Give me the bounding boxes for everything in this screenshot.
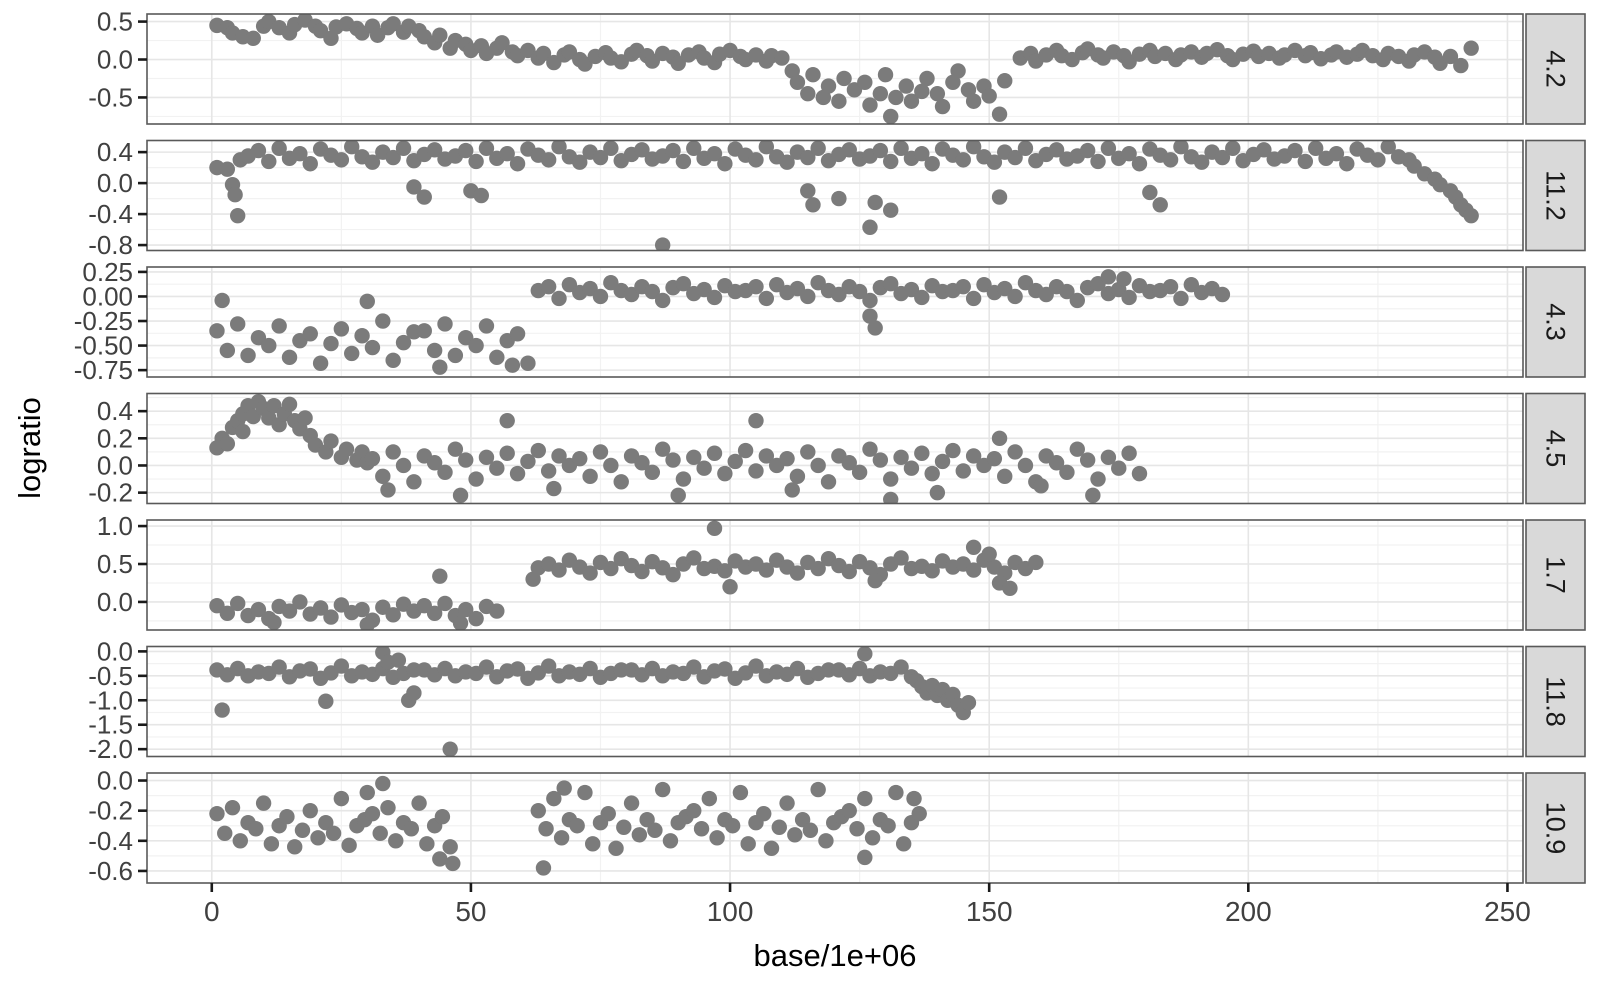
facet-strip — [1525, 645, 1586, 758]
x-tick-label: 150 — [966, 896, 1013, 927]
x-tick-label: 100 — [707, 896, 754, 927]
y-tick-label: 0.4 — [97, 396, 133, 426]
facet-panel-4.5: 0.40.20.0-0.2 4.5 — [88, 392, 1586, 508]
facet-panel-10.9: 0.0-0.2-0.4-0.6 10.9 — [88, 766, 1586, 886]
points-11.2 — [209, 140, 1479, 251]
x-tick-label: 0 — [204, 896, 220, 927]
points-4.5 — [209, 393, 1148, 504]
facet-strip-label: 1.7 — [1541, 556, 1571, 594]
y-tick-label: -0.5 — [88, 82, 133, 112]
points-4.2 — [209, 14, 1479, 124]
points-1.7 — [209, 520, 1044, 630]
facet-panel-11.8: 0.0-0.5-1.0-1.5-2.0 11.8 — [88, 636, 1586, 764]
y-tick-label: -0.50 — [74, 331, 133, 361]
y-tick-label: 0.2 — [97, 423, 133, 453]
facet-strip — [1525, 519, 1586, 631]
facet-strip-label: 4.2 — [1541, 50, 1571, 88]
y-tick-label: -0.4 — [88, 199, 133, 229]
y-tick-label: -1.5 — [88, 710, 133, 740]
x-tick-label: 50 — [455, 896, 486, 927]
x-tick-label: 250 — [1484, 896, 1531, 927]
points-11.8 — [209, 646, 977, 757]
y-tick-label: 0.5 — [97, 549, 133, 579]
y-tick-label: 0.0 — [97, 587, 133, 617]
y-tick-label: -0.25 — [74, 306, 133, 336]
y-tick-label: 0.00 — [82, 281, 133, 311]
y-tick-label: -0.4 — [88, 826, 133, 856]
x-axis-title: base/1e+06 — [753, 938, 917, 973]
y-tick-label: -0.6 — [88, 856, 133, 886]
y-tick-label: -2.0 — [88, 734, 133, 764]
y-tick-label: -1.0 — [88, 685, 133, 715]
y-tick-label: -0.2 — [88, 478, 133, 508]
y-tick-label: 0.0 — [97, 168, 133, 198]
facet-strip-label: 11.8 — [1541, 676, 1571, 727]
facet-strip — [1525, 13, 1586, 125]
y-tick-label: 0.0 — [97, 450, 133, 480]
points-4.3 — [209, 269, 1231, 375]
facet-strip — [1525, 392, 1586, 505]
facet-strip-label: 4.5 — [1541, 430, 1571, 468]
facet-strip — [1525, 772, 1586, 884]
x-tick-label: 200 — [1225, 896, 1272, 927]
y-tick-label: 0.25 — [82, 257, 133, 287]
y-tick-label: -0.75 — [74, 355, 133, 385]
y-tick-label: -0.8 — [88, 230, 133, 260]
facet-strip — [1525, 139, 1586, 252]
x-axis: 0 50 100 150 200 250 — [204, 883, 1531, 927]
y-tick-label: 1.0 — [97, 511, 133, 541]
y-tick-label: 0.0 — [97, 766, 133, 796]
facet-panel-11.2: 0.40.0-0.4-0.8 11.2 — [88, 137, 1586, 260]
facet-strip-label: 4.3 — [1541, 303, 1571, 341]
y-tick-label: 0.4 — [97, 137, 133, 167]
facet-strip-label: 11.2 — [1541, 170, 1571, 221]
y-tick-label: -0.2 — [88, 796, 133, 826]
y-axis-title: logratio — [12, 397, 47, 499]
y-tick-label: 0.0 — [97, 45, 133, 75]
points-10.9 — [209, 775, 927, 876]
facet-panel-4.3: 0.250.00-0.25-0.50-0.75 4.3 — [74, 257, 1586, 385]
facet-panel-4.2: 0.5 0.0 -0.5 4.2 — [88, 7, 1586, 125]
facet-strip-label: 10.9 — [1541, 802, 1571, 855]
facet-strip — [1525, 266, 1586, 378]
y-tick-label: 0.5 — [97, 7, 133, 37]
y-tick-label: 0.0 — [97, 636, 133, 666]
facet-panel-1.7: 1.0 0.5 0.0 1.7 — [97, 511, 1586, 631]
y-tick-label: -0.5 — [88, 661, 133, 691]
